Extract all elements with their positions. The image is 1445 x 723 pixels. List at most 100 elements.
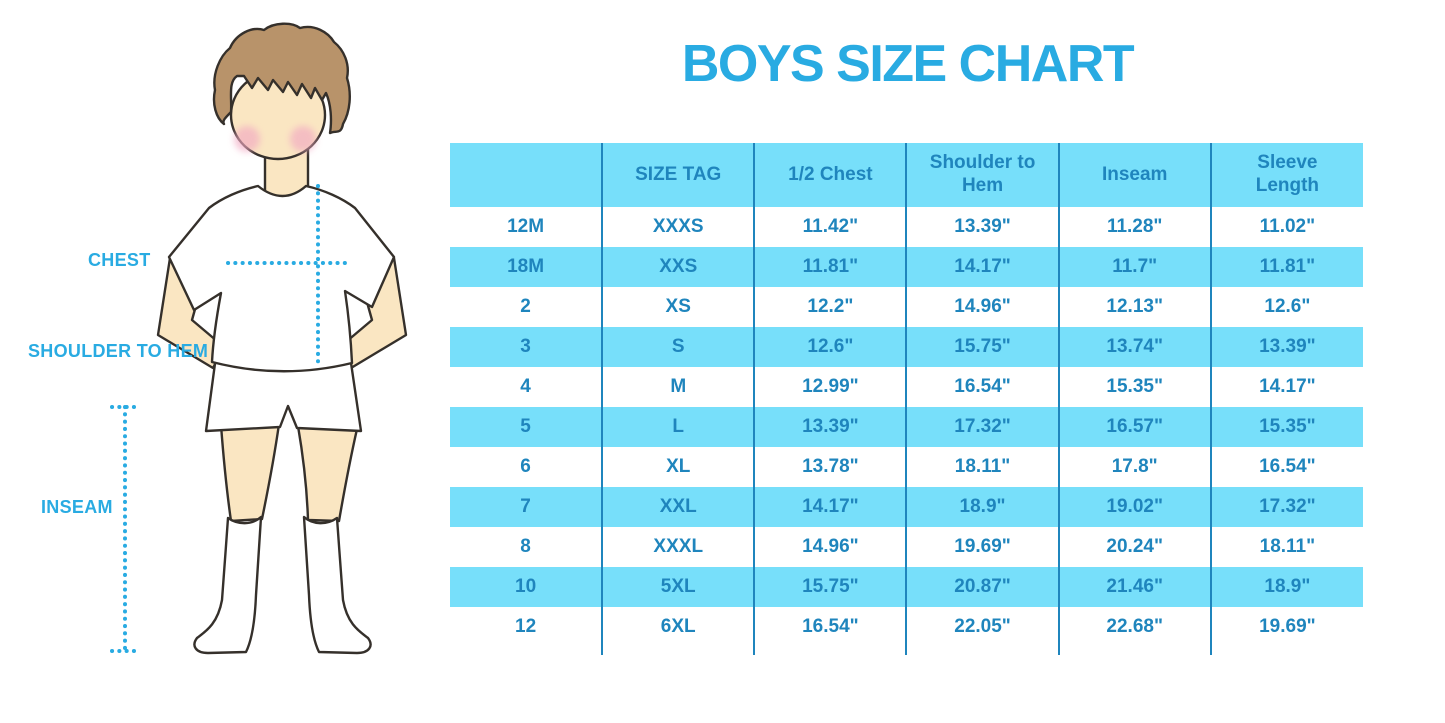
cell-half-chest: 13.39" (753, 407, 907, 447)
shoulder-to-hem-label: SHOULDER TO HEM (28, 341, 209, 361)
cell-inseam: 21.46" (1057, 567, 1211, 607)
table-row: 3 S 12.6" 15.75" 13.74" 13.39" (450, 327, 1363, 367)
cell-size-tag: 5XL (601, 567, 755, 607)
cell-shoulder-to-hem: 15.75" (905, 327, 1059, 367)
cell-half-chest: 12.6" (753, 327, 907, 367)
table-row: 7 XXL 14.17" 18.9" 19.02" 17.32" (450, 487, 1363, 527)
cell-inseam: 16.57" (1057, 407, 1211, 447)
inseam-label: INSEAM (41, 497, 113, 517)
cell-sleeve-length: 15.35" (1209, 407, 1363, 447)
cell-size: 18M (450, 247, 603, 287)
right-leg (296, 424, 359, 523)
cell-sleeve-length: 18.9" (1209, 567, 1363, 607)
cell-shoulder-to-hem: 16.54" (905, 367, 1059, 407)
right-cheek (290, 126, 316, 152)
cell-half-chest: 13.78" (753, 447, 907, 487)
size-table-body: 12M XXXS 11.42" 13.39" 11.28" 11.02" 18M… (450, 207, 1363, 647)
cell-shoulder-to-hem: 18.11" (905, 447, 1059, 487)
cell-inseam: 20.24" (1057, 527, 1211, 567)
column-header-size (450, 143, 603, 207)
cell-size-tag: M (601, 367, 755, 407)
cell-shoulder-to-hem: 22.05" (905, 607, 1059, 647)
cell-size-tag: 6XL (601, 607, 755, 647)
cell-size: 4 (520, 376, 531, 397)
cell-half-chest: 11.42" (753, 207, 907, 247)
cell-size: 12M (507, 216, 545, 237)
cell-half-chest: 16.54" (753, 607, 907, 647)
cell-inseam: 22.68" (1057, 607, 1211, 647)
left-sock (193, 515, 263, 655)
cell-half-chest: 14.96" (753, 527, 907, 567)
cell-sleeve-length: 16.54" (1209, 447, 1363, 487)
table-row: 6 XL 13.78" 18.11" 17.8" 16.54" (450, 447, 1363, 487)
cell-size: 12 (515, 616, 537, 637)
right-sock (302, 515, 372, 655)
cell-size-tag: XXXS (601, 207, 755, 247)
cell-sleeve-length: 19.69" (1209, 607, 1363, 647)
table-row: 12M XXXS 11.42" 13.39" 11.28" 11.02" (450, 207, 1363, 247)
cell-sleeve-length: 11.81" (1209, 247, 1363, 287)
cell-shoulder-to-hem: 14.17" (905, 247, 1059, 287)
cell-size: 2 (520, 296, 531, 317)
cell-shoulder-to-hem: 20.87" (905, 567, 1059, 607)
cell-inseam: 19.02" (1057, 487, 1211, 527)
boy-illustration (110, 22, 408, 655)
cell-size-tag: S (601, 327, 755, 367)
size-chart-table: SIZE TAG 1/2 Chest Shoulder to Hem Insea… (450, 143, 1363, 655)
cell-half-chest: 14.17" (753, 487, 907, 527)
cell-size-tag: L (601, 407, 755, 447)
table-row: 8 XXXL 14.96" 19.69" 20.24" 18.11" (450, 527, 1363, 567)
cell-size: 6 (520, 456, 531, 477)
cell-shoulder-to-hem: 14.96" (905, 287, 1059, 327)
table-row: 5 L 13.39" 17.32" 16.57" 15.35" (450, 407, 1363, 447)
cell-inseam: 13.74" (1057, 327, 1211, 367)
column-header-size-tag: SIZE TAG (601, 143, 755, 207)
table-row: 18M XXS 11.81" 14.17" 11.7" 11.81" (450, 247, 1363, 287)
cell-sleeve-length: 11.02" (1209, 207, 1363, 247)
cell-size-tag: XS (601, 287, 755, 327)
cell-size-tag: XL (601, 447, 755, 487)
cell-shoulder-to-hem: 17.32" (905, 407, 1059, 447)
column-header-shoulder-to-hem: Shoulder to Hem (905, 143, 1059, 207)
cell-sleeve-length: 17.32" (1209, 487, 1363, 527)
chest-label: CHEST (88, 250, 151, 270)
cell-half-chest: 12.2" (753, 287, 907, 327)
left-leg (219, 422, 281, 523)
cell-size: 8 (520, 536, 531, 557)
cell-half-chest: 15.75" (753, 567, 907, 607)
cell-shoulder-to-hem: 19.69" (905, 527, 1059, 567)
cell-size: 5 (450, 407, 603, 447)
cell-sleeve-length: 12.6" (1209, 287, 1363, 327)
table-borders-extension (450, 647, 1363, 655)
cell-inseam: 15.35" (1057, 367, 1211, 407)
shorts (204, 354, 363, 433)
cell-size: 3 (450, 327, 603, 367)
table-row: 10 5XL 15.75" 20.87" 21.46" 18.9" (450, 567, 1363, 607)
column-header-inseam: Inseam (1057, 143, 1211, 207)
table-header-row: SIZE TAG 1/2 Chest Shoulder to Hem Insea… (450, 143, 1363, 207)
column-header-sleeve-length: Sleeve Length (1209, 143, 1363, 207)
hair (212, 22, 351, 135)
cell-inseam: 17.8" (1057, 447, 1211, 487)
table-row: 4 M 12.99" 16.54" 15.35" 14.17" (450, 367, 1363, 407)
cell-shoulder-to-hem: 18.9" (905, 487, 1059, 527)
column-header-half-chest: 1/2 Chest (753, 143, 907, 207)
cell-half-chest: 12.99" (753, 367, 907, 407)
cell-size-tag: XXXL (601, 527, 755, 567)
cell-sleeve-length: 14.17" (1209, 367, 1363, 407)
cell-inseam: 11.28" (1057, 207, 1211, 247)
cell-inseam: 12.13" (1057, 287, 1211, 327)
cell-sleeve-length: 18.11" (1209, 527, 1363, 567)
cell-sleeve-length: 13.39" (1209, 327, 1363, 367)
tshirt (167, 184, 396, 373)
cell-half-chest: 11.81" (753, 247, 907, 287)
cell-shoulder-to-hem: 13.39" (905, 207, 1059, 247)
cell-size-tag: XXL (601, 487, 755, 527)
cell-inseam: 11.7" (1057, 247, 1211, 287)
cell-size: 7 (450, 487, 603, 527)
table-row: 2 XS 12.2" 14.96" 12.13" 12.6" (450, 287, 1363, 327)
cell-size: 10 (450, 567, 603, 607)
measurement-figure: CHEST SHOULDER TO HEM INSEAM (0, 0, 450, 723)
cell-size-tag: XXS (601, 247, 755, 287)
table-row: 12 6XL 16.54" 22.05" 22.68" 19.69" (450, 607, 1363, 647)
